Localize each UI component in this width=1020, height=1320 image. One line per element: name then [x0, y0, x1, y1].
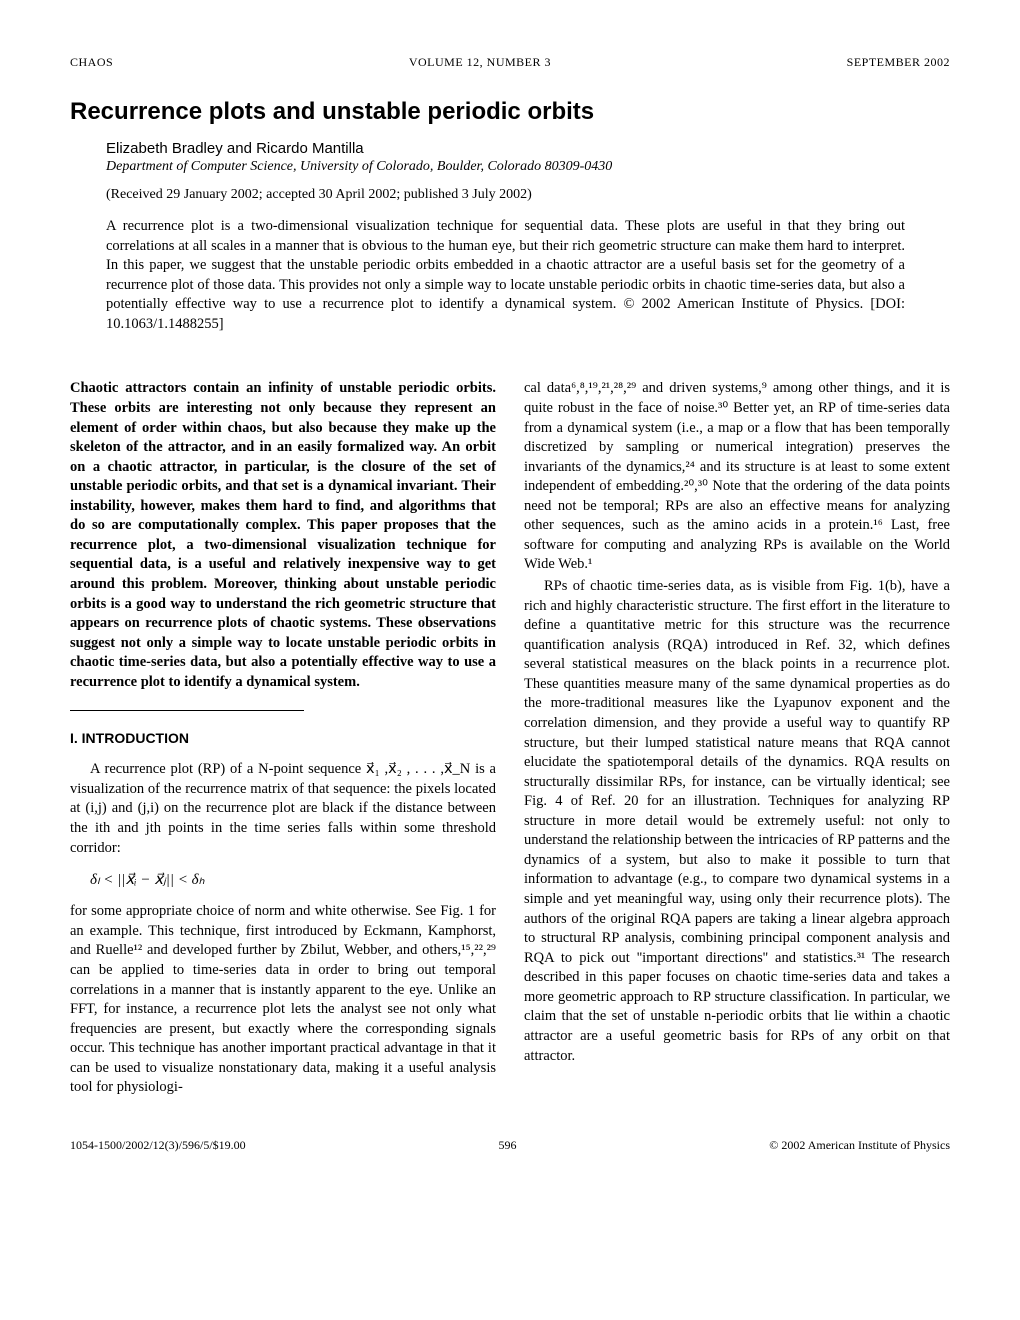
lead-paragraph: Chaotic attractors contain an infinity o… — [70, 379, 496, 692]
page-footer: 1054-1500/2002/12(3)/596/5/$19.00 596 © … — [70, 1138, 950, 1153]
right-column: cal data⁶,⁸,¹⁹,²¹,²⁸,²⁹ and driven syste… — [524, 379, 950, 1100]
intro-paragraph-2: for some appropriate choice of norm and … — [70, 902, 496, 1098]
two-column-body: Chaotic attractors contain an infinity o… — [70, 379, 950, 1100]
section-divider — [70, 710, 304, 711]
threshold-equation: δₗ < ||x⃗ᵢ − x⃗ⱼ|| < δₕ — [90, 870, 496, 890]
right-paragraph-1: cal data⁶,⁸,¹⁹,²¹,²⁸,²⁹ and driven syste… — [524, 379, 950, 575]
journal-name: CHAOS — [70, 55, 113, 70]
footer-page-number: 596 — [498, 1138, 516, 1153]
received-line: (Received 29 January 2002; accepted 30 A… — [106, 187, 950, 203]
footer-left: 1054-1500/2002/12(3)/596/5/$19.00 — [70, 1138, 246, 1153]
affiliation-line: Department of Computer Science, Universi… — [106, 159, 950, 175]
footer-copyright: © 2002 American Institute of Physics — [769, 1138, 950, 1153]
section-heading-introduction: I. INTRODUCTION — [70, 729, 496, 748]
issue-number: VOLUME 12, NUMBER 3 — [409, 55, 551, 70]
abstract-text: A recurrence plot is a two-dimensional v… — [106, 217, 905, 334]
left-column: Chaotic attractors contain an infinity o… — [70, 379, 496, 1100]
intro-paragraph-1: A recurrence plot (RP) of a N-point sequ… — [70, 760, 496, 858]
publication-date: SEPTEMBER 2002 — [847, 55, 950, 70]
right-paragraph-2: RPs of chaotic time-series data, as is v… — [524, 577, 950, 1066]
article-title: Recurrence plots and unstable periodic o… — [70, 98, 950, 126]
authors-line: Elizabeth Bradley and Ricardo Mantilla — [106, 140, 950, 157]
page-header: CHAOS VOLUME 12, NUMBER 3 SEPTEMBER 2002 — [70, 55, 950, 70]
